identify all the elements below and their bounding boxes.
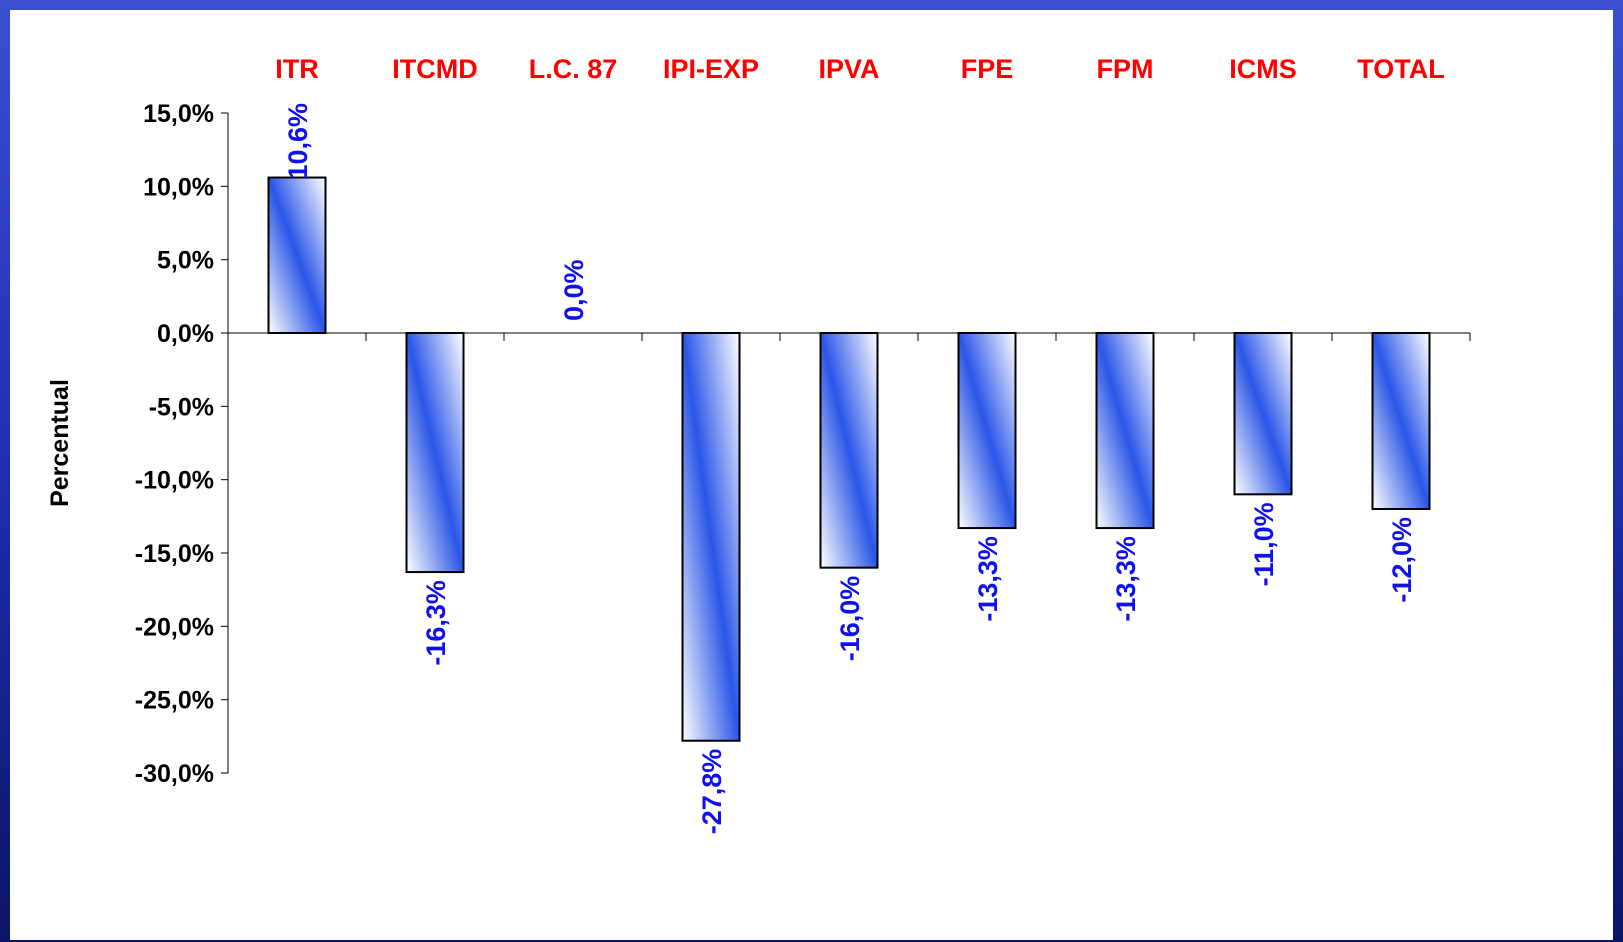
category-label: ICMS	[1229, 54, 1297, 84]
data-label: -27,8%	[697, 749, 727, 835]
bar[interactable]	[1095, 332, 1155, 530]
bar-chart: 15,0% 10,0% 5,0% 0,0% -5,0% -10,0% -15,0% -20,0…	[46, 54, 1471, 835]
chart-panel: 15,0% 10,0% 5,0% 0,0% -5,0% -10,0% -15,0% -20,0…	[10, 10, 1613, 940]
bar[interactable]	[267, 176, 327, 334]
y-tick-label: 5,0%	[157, 247, 214, 275]
bar[interactable]	[1233, 332, 1293, 496]
category-label: L.C. 87	[529, 54, 618, 84]
bar[interactable]	[405, 332, 465, 574]
category-label: IPI-EXP	[663, 54, 759, 84]
y-tick-label: 10,0%	[143, 173, 214, 201]
category-label: ITR	[275, 54, 319, 84]
category-label: ITCMD	[392, 54, 477, 84]
bar[interactable]	[1371, 332, 1431, 510]
category-label: FPE	[961, 54, 1014, 84]
data-label: 10,6%	[283, 103, 313, 180]
y-tick-label: -30,0%	[135, 760, 214, 788]
data-label: 0,0%	[559, 259, 589, 321]
bar[interactable]	[681, 332, 741, 742]
data-label: -13,3%	[1111, 536, 1141, 622]
data-label: -16,0%	[835, 576, 865, 662]
bar[interactable]	[819, 332, 879, 569]
data-label: -11,0%	[1249, 502, 1279, 586]
data-label: -16,3%	[421, 580, 451, 666]
y-axis-title: Percentual	[46, 379, 74, 507]
y-tick-label: 0,0%	[157, 320, 214, 348]
y-tick-label: -10,0%	[135, 467, 214, 495]
y-tick-label: -5,0%	[149, 393, 214, 421]
data-label: -12,0%	[1387, 517, 1417, 603]
data-label: -13,3%	[973, 536, 1003, 622]
category-label: TOTAL	[1357, 54, 1445, 84]
category-label: IPVA	[818, 54, 879, 84]
y-tick-label: 15,0%	[143, 100, 214, 128]
y-tick-label: -20,0%	[135, 613, 214, 641]
bar[interactable]	[957, 332, 1017, 530]
category-label: FPM	[1097, 54, 1154, 84]
y-tick-label: -25,0%	[135, 687, 214, 715]
y-tick-label: -15,0%	[135, 540, 214, 568]
